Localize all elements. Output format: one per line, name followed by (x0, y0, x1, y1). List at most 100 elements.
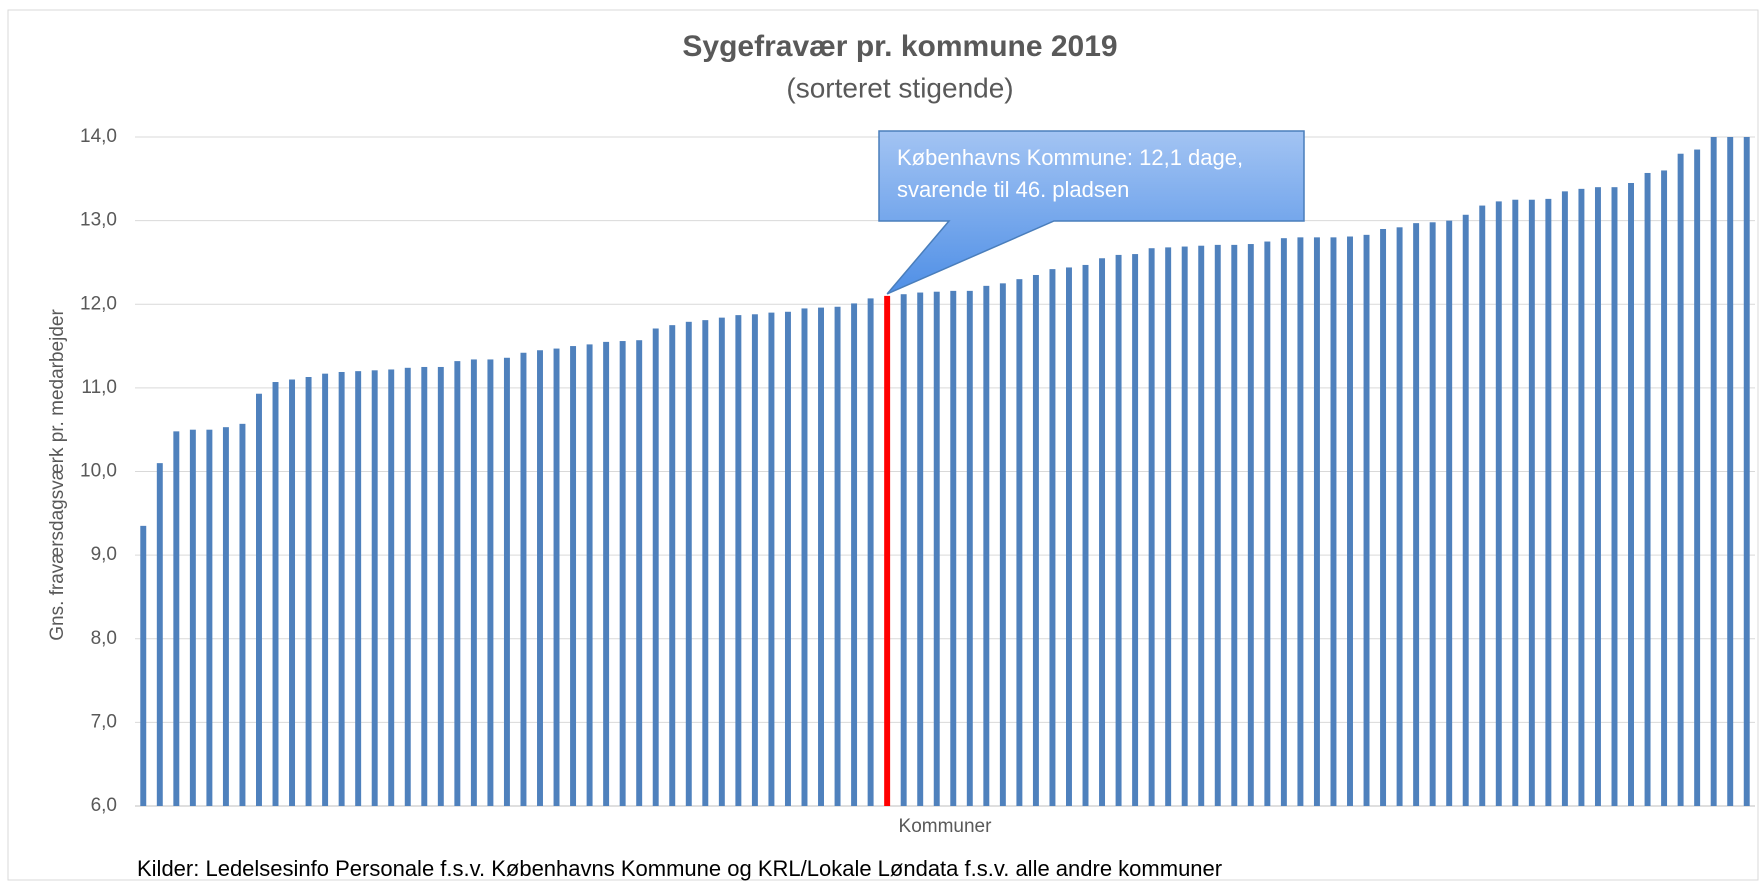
bar (520, 352, 527, 806)
bar (437, 366, 444, 806)
bar (537, 350, 543, 806)
bar (1247, 244, 1254, 807)
bar (1363, 234, 1370, 806)
bar (1611, 187, 1618, 807)
bar (735, 315, 742, 806)
bar (272, 382, 279, 806)
bar (1264, 241, 1271, 806)
bar (305, 377, 312, 806)
bar (1181, 246, 1188, 806)
bar (586, 344, 593, 806)
bar (1165, 247, 1172, 806)
bar (1661, 170, 1668, 806)
bar (570, 346, 577, 806)
bar (206, 429, 213, 806)
bar (1082, 264, 1089, 806)
bar (1313, 237, 1320, 807)
bar (371, 370, 378, 806)
bar (1628, 182, 1634, 806)
bar (388, 369, 395, 806)
bar (702, 320, 709, 806)
y-tick-label: 11,0 (81, 377, 117, 398)
bar (818, 307, 824, 806)
bar (289, 379, 296, 806)
bar (1396, 227, 1403, 806)
bar (256, 393, 262, 806)
bar (1066, 267, 1072, 807)
bar (487, 359, 494, 806)
bar (1347, 236, 1353, 807)
bar (1512, 199, 1519, 806)
bar (900, 294, 907, 806)
bar (1016, 279, 1023, 807)
bar (1727, 137, 1734, 806)
y-tick-label: 10,0 (80, 461, 117, 482)
source-note: Kilder: Ledelsesinfo Personale f.s.v. Kø… (137, 856, 1222, 881)
callout-text: svarende til 46. pladsen (897, 177, 1129, 202)
bar (1231, 244, 1238, 807)
bar (1644, 172, 1651, 807)
bar (1032, 274, 1039, 806)
chart-subtitle: (sorteret stigende) (786, 72, 1013, 103)
bar (834, 306, 841, 806)
bar (355, 371, 362, 806)
bar (421, 366, 428, 806)
bar (1561, 191, 1568, 806)
bar (1528, 199, 1535, 806)
bar (404, 367, 411, 806)
bar (553, 348, 560, 806)
y-tick-label: 8,0 (91, 628, 117, 649)
bar (503, 357, 510, 806)
bar (867, 298, 874, 806)
bar (603, 341, 610, 806)
bar (1694, 149, 1701, 806)
bar (751, 314, 758, 806)
bar (784, 311, 791, 806)
bar (917, 292, 924, 807)
chart-title: Sygefravær pr. kommune 2019 (682, 30, 1117, 63)
bar (950, 290, 957, 806)
bar (999, 283, 1006, 806)
bar (983, 285, 990, 806)
callout-box (878, 130, 1305, 295)
bar (933, 291, 940, 806)
bar (140, 525, 147, 806)
bar (470, 359, 477, 806)
y-tick-label: 12,0 (80, 293, 117, 314)
bar (1148, 248, 1155, 806)
x-axis-label: Kommuner (899, 816, 993, 837)
bar (239, 423, 246, 806)
bar (1132, 254, 1139, 806)
bar (1462, 214, 1469, 807)
bar (669, 325, 676, 806)
bar (768, 312, 775, 806)
bar (718, 317, 725, 806)
bar (801, 308, 808, 806)
bar (1297, 237, 1304, 807)
bar (1099, 258, 1106, 807)
bar (619, 341, 626, 806)
bar (636, 340, 643, 806)
bar (966, 290, 973, 806)
bar (1380, 228, 1387, 807)
bar (1446, 220, 1453, 806)
bar (1429, 222, 1436, 807)
bar (1330, 237, 1337, 807)
bar (156, 463, 163, 806)
bar (1710, 137, 1717, 806)
y-tick-label: 6,0 (91, 795, 117, 816)
bar (1280, 238, 1287, 806)
bar (322, 373, 329, 806)
bar (189, 429, 196, 806)
bar (1198, 245, 1205, 806)
bar (1115, 254, 1122, 806)
y-tick-label: 13,0 (80, 210, 117, 231)
bar (1495, 201, 1502, 807)
bar (1479, 205, 1486, 806)
bar (652, 328, 659, 806)
bar (1049, 269, 1056, 806)
bar (1545, 198, 1552, 806)
bar (1743, 137, 1750, 806)
bar (1413, 223, 1420, 807)
